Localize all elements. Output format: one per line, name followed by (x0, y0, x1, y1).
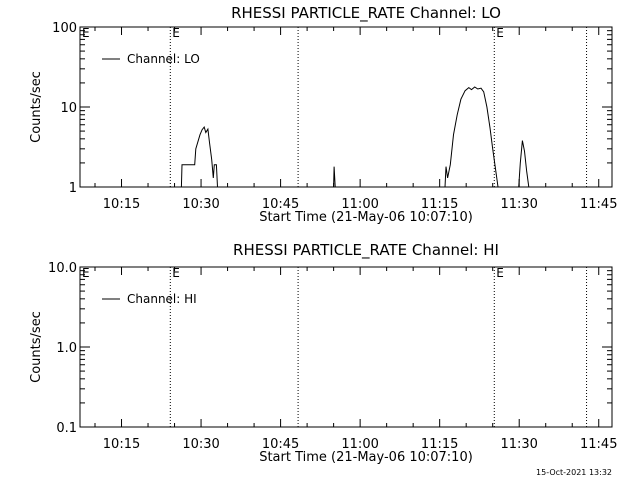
y-axis-label: Counts/sec (29, 311, 44, 383)
x-tick-label: 11:00 (341, 197, 378, 212)
event-marker-label: E (82, 26, 90, 40)
event-marker-label: E (172, 266, 180, 280)
x-tick-label: 11:45 (580, 437, 617, 452)
y-tick-label: 1.0 (56, 341, 77, 356)
plot-frame (79, 26, 613, 188)
event-marker-label: E (172, 26, 180, 40)
event-marker-label: E (82, 266, 90, 280)
legend-label: Channel: HI (127, 292, 197, 306)
x-tick-label: 11:15 (421, 437, 458, 452)
x-tick-label: 11:00 (341, 437, 378, 452)
x-tick-label: 10:30 (182, 437, 219, 452)
x-tick-label: 10:15 (103, 437, 140, 452)
chart-title: RHESSI PARTICLE_RATE Channel: LO (231, 4, 501, 23)
x-tick-label: 11:45 (580, 197, 617, 212)
event-marker-label: E (496, 266, 504, 280)
x-tick-label: 11:15 (421, 197, 458, 212)
x-tick-label: 11:30 (500, 197, 537, 212)
x-tick-label: 10:45 (262, 437, 299, 452)
hi-channel-panel: RHESSI PARTICLE_RATE Channel: HI 0.1 1.0 10… (29, 241, 617, 465)
series-line (180, 86, 530, 188)
event-marker-label: E (496, 26, 504, 40)
y-tick-label: 1 (69, 181, 77, 196)
y-tick-label: 10 (60, 101, 77, 116)
y-axis-label: Counts/sec (29, 71, 44, 143)
footer-timestamp: 15-Oct-2021 13:32 (536, 468, 612, 477)
chart-title: RHESSI PARTICLE_RATE Channel: HI (233, 241, 499, 260)
x-tick-label: 11:30 (500, 437, 537, 452)
x-tick-label: 10:30 (182, 197, 219, 212)
x-axis-label: Start Time (21-May-06 10:07:10) (259, 210, 473, 225)
x-axis-label: Start Time (21-May-06 10:07:10) (259, 450, 473, 465)
legend-label: Channel: LO (127, 52, 200, 66)
y-tick-label: 0.1 (56, 421, 77, 436)
y-tick-label: 10.0 (48, 261, 77, 276)
x-tick-label: 10:15 (103, 197, 140, 212)
plot-frame (79, 266, 613, 428)
y-tick-label: 100 (52, 21, 77, 36)
x-tick-label: 10:45 (262, 197, 299, 212)
lo-channel-panel: RHESSI PARTICLE_RATE Channel: LO 1 10 100 10… (29, 4, 617, 225)
